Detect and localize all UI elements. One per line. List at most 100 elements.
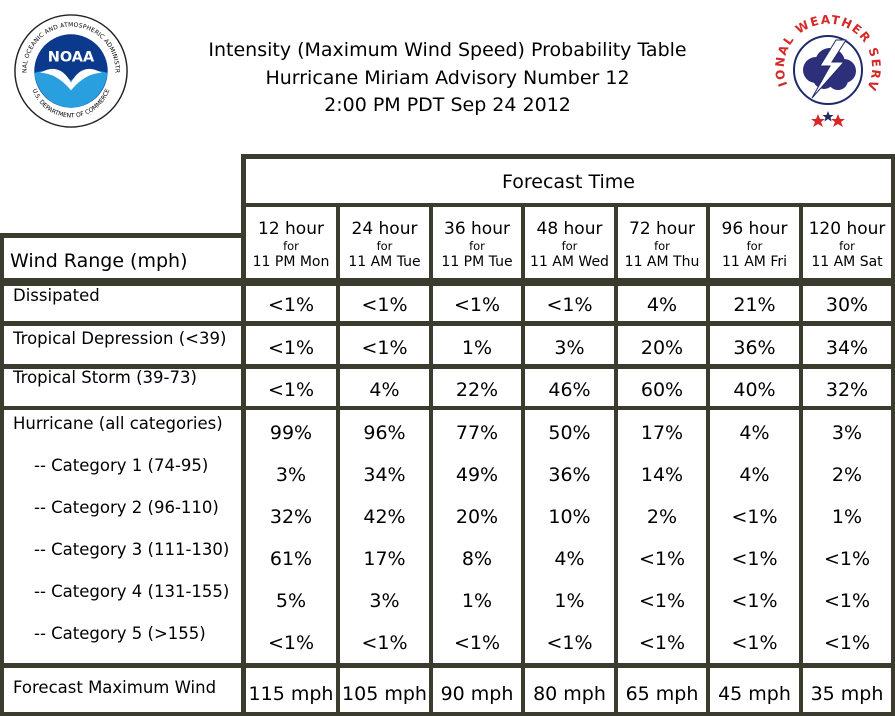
probability-value: 1% xyxy=(554,590,585,612)
title-line-3: 2:00 PM PDT Sep 24 2012 xyxy=(324,94,571,116)
nws-logo-icon: NATIONAL WEATHER SERVICE xyxy=(768,8,885,127)
value-cell: 99% 3% 32% 61% 5% <1% xyxy=(246,410,336,663)
noaa-logo-icon: NATIONAL OCEANIC AND ATMOSPHERIC ADMINIS… xyxy=(13,13,128,128)
row-label: Tropical Depression (<39) xyxy=(13,329,227,348)
value-cell: <1% xyxy=(340,286,429,321)
column-hour-label: 120 hour xyxy=(808,219,886,239)
probability-value: 4% xyxy=(739,422,770,444)
probability-value: 40% xyxy=(733,379,776,401)
probability-value: 46% xyxy=(548,379,591,401)
max-wind-cell: 45 mph xyxy=(710,668,799,712)
row-label: -- Category 5 (>155) xyxy=(34,624,206,643)
probability-value: 20% xyxy=(640,337,684,359)
probability-value: 2% xyxy=(646,506,678,528)
probability-value: <1% xyxy=(361,337,408,359)
probability-value: 4% xyxy=(646,294,678,316)
probability-value: 61% xyxy=(269,548,313,570)
column-time-label: 11 AM Thu xyxy=(624,253,700,270)
value-cell: <1% xyxy=(246,286,336,321)
column-time-label: 11 AM Fri xyxy=(721,253,788,270)
value-cell: 77% 49% 20% 8% 1% <1% xyxy=(433,410,521,663)
probability-value: <1% xyxy=(267,632,315,654)
title-line-2: Hurricane Miriam Advisory Number 12 xyxy=(265,66,630,89)
value-cell: 21% xyxy=(710,286,799,321)
column-time-label: 11 AM Tue xyxy=(348,253,421,270)
column-hour-label: 96 hour xyxy=(721,219,788,239)
probability-value: 8% xyxy=(461,548,493,570)
column-time-label: 11 AM Sat xyxy=(811,253,883,270)
max-wind-value: 105 mph xyxy=(342,683,427,705)
column-for-label: for xyxy=(469,239,485,253)
max-wind-value: 65 mph xyxy=(625,683,699,705)
probability-value: 32% xyxy=(269,506,313,528)
column-hour-label: 36 hour xyxy=(444,219,510,239)
probability-value: 49% xyxy=(455,464,499,486)
probability-value: <1% xyxy=(267,379,315,401)
column-hour-label: 24 hour xyxy=(351,219,418,239)
value-cell: 32% xyxy=(803,369,891,406)
row-label-cell: Tropical Storm (39-73) xyxy=(4,369,241,406)
probability-value: 42% xyxy=(363,506,406,528)
max-wind-cell: 105 mph xyxy=(340,668,429,712)
probability-value: 30% xyxy=(825,294,869,316)
forecast-time-header: Forecast Time xyxy=(246,159,891,203)
column-for-label: for xyxy=(746,239,763,253)
probability-value: 21% xyxy=(733,294,776,316)
probability-value: <1% xyxy=(638,590,686,612)
column-time-label: 11 PM Mon xyxy=(252,253,330,270)
value-cell: 20% xyxy=(618,326,706,364)
row-label: Dissipated xyxy=(13,286,100,305)
probability-value: 4% xyxy=(554,548,585,570)
column-header: 120 hour for 11 AM Sat xyxy=(803,207,891,278)
max-wind-value: 35 mph xyxy=(810,683,884,705)
column-time-label: 11 AM Wed xyxy=(530,253,609,270)
probability-value: 32% xyxy=(825,379,869,401)
value-cell: <1% xyxy=(340,326,429,364)
probability-value: 3% xyxy=(275,464,307,486)
value-cell: 34% xyxy=(803,326,891,364)
max-wind-cell: 80 mph xyxy=(525,668,614,712)
value-cell: 22% xyxy=(433,369,521,406)
probability-value: <1% xyxy=(267,337,315,359)
column-header: 48 hour for 11 AM Wed xyxy=(525,207,614,278)
probability-value: 77% xyxy=(455,422,499,444)
probability-value: 17% xyxy=(363,548,406,570)
row-label: -- Category 2 (96-110) xyxy=(34,498,219,517)
probability-value: 14% xyxy=(640,464,684,486)
probability-value: <1% xyxy=(731,632,778,654)
probability-value: <1% xyxy=(823,548,871,570)
wind-range-header: Wind Range (mph) xyxy=(4,238,241,278)
value-cell: 60% xyxy=(618,369,706,406)
column-hour-label: 12 hour xyxy=(258,219,324,239)
row-label-cell: Hurricane (all categories) -- Category 1 … xyxy=(4,410,241,663)
column-header: 36 hour for 11 PM Tue xyxy=(433,207,521,278)
noaa-logo-text: NOAA xyxy=(48,49,95,65)
probability-value: <1% xyxy=(546,632,593,654)
column-for-label: for xyxy=(654,239,670,253)
value-cell: <1% xyxy=(246,369,336,406)
max-wind-label-cell: Forecast Maximum Wind xyxy=(4,668,241,712)
probability-value: <1% xyxy=(731,548,778,570)
probability-value: 34% xyxy=(825,337,869,359)
probability-value: 1% xyxy=(831,506,863,528)
probability-value: 3% xyxy=(554,337,585,359)
probability-value: 36% xyxy=(733,337,776,359)
probability-value: 3% xyxy=(369,590,400,612)
probability-value: 96% xyxy=(363,422,406,444)
probability-value: 34% xyxy=(363,464,406,486)
probability-value: 60% xyxy=(640,379,684,401)
max-wind-cell: 115 mph xyxy=(246,668,336,712)
value-cell: 36% xyxy=(710,326,799,364)
probability-value: 4% xyxy=(369,379,400,401)
probability-value: <1% xyxy=(546,294,593,316)
max-wind-cell: 90 mph xyxy=(433,668,521,712)
value-cell: 96% 34% 42% 17% 3% <1% xyxy=(340,410,429,663)
wind-range-label: Wind Range (mph) xyxy=(10,250,188,272)
value-cell: <1% xyxy=(525,286,614,321)
probability-value: 10% xyxy=(548,506,591,528)
probability-value: <1% xyxy=(361,294,408,316)
page-title: Intensity (Maximum Wind Speed) Probabili… xyxy=(140,37,755,120)
probability-value: <1% xyxy=(267,294,315,316)
probability-value: <1% xyxy=(731,506,778,528)
probability-value: <1% xyxy=(453,632,501,654)
